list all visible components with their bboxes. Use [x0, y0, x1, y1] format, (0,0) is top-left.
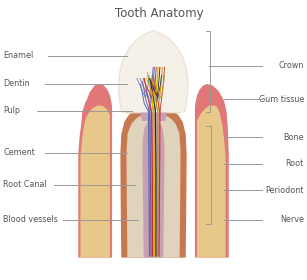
Polygon shape: [126, 114, 181, 258]
Polygon shape: [197, 98, 226, 258]
Polygon shape: [119, 31, 187, 112]
Polygon shape: [196, 92, 225, 120]
Text: Enamel: Enamel: [3, 52, 33, 60]
Text: Dentin: Dentin: [3, 80, 29, 88]
Text: Cement: Cement: [3, 148, 35, 157]
Polygon shape: [195, 84, 229, 258]
Polygon shape: [78, 84, 112, 258]
Text: Crown: Crown: [278, 61, 304, 70]
Text: Blood vessels: Blood vessels: [3, 215, 58, 224]
Text: Gum tissue: Gum tissue: [258, 95, 304, 104]
Polygon shape: [118, 30, 188, 113]
Text: Periodont: Periodont: [266, 186, 304, 195]
Text: Root: Root: [286, 159, 304, 168]
Polygon shape: [120, 108, 187, 258]
Text: Pulp: Pulp: [3, 106, 20, 115]
Polygon shape: [139, 61, 168, 121]
Text: Nerve: Nerve: [280, 215, 304, 224]
Polygon shape: [123, 35, 183, 113]
Text: Tooth Anatomy: Tooth Anatomy: [115, 7, 204, 20]
Polygon shape: [142, 118, 165, 258]
Text: Root Canal: Root Canal: [3, 180, 47, 189]
Text: Bone: Bone: [283, 133, 304, 142]
Polygon shape: [81, 92, 111, 127]
Polygon shape: [80, 98, 110, 258]
